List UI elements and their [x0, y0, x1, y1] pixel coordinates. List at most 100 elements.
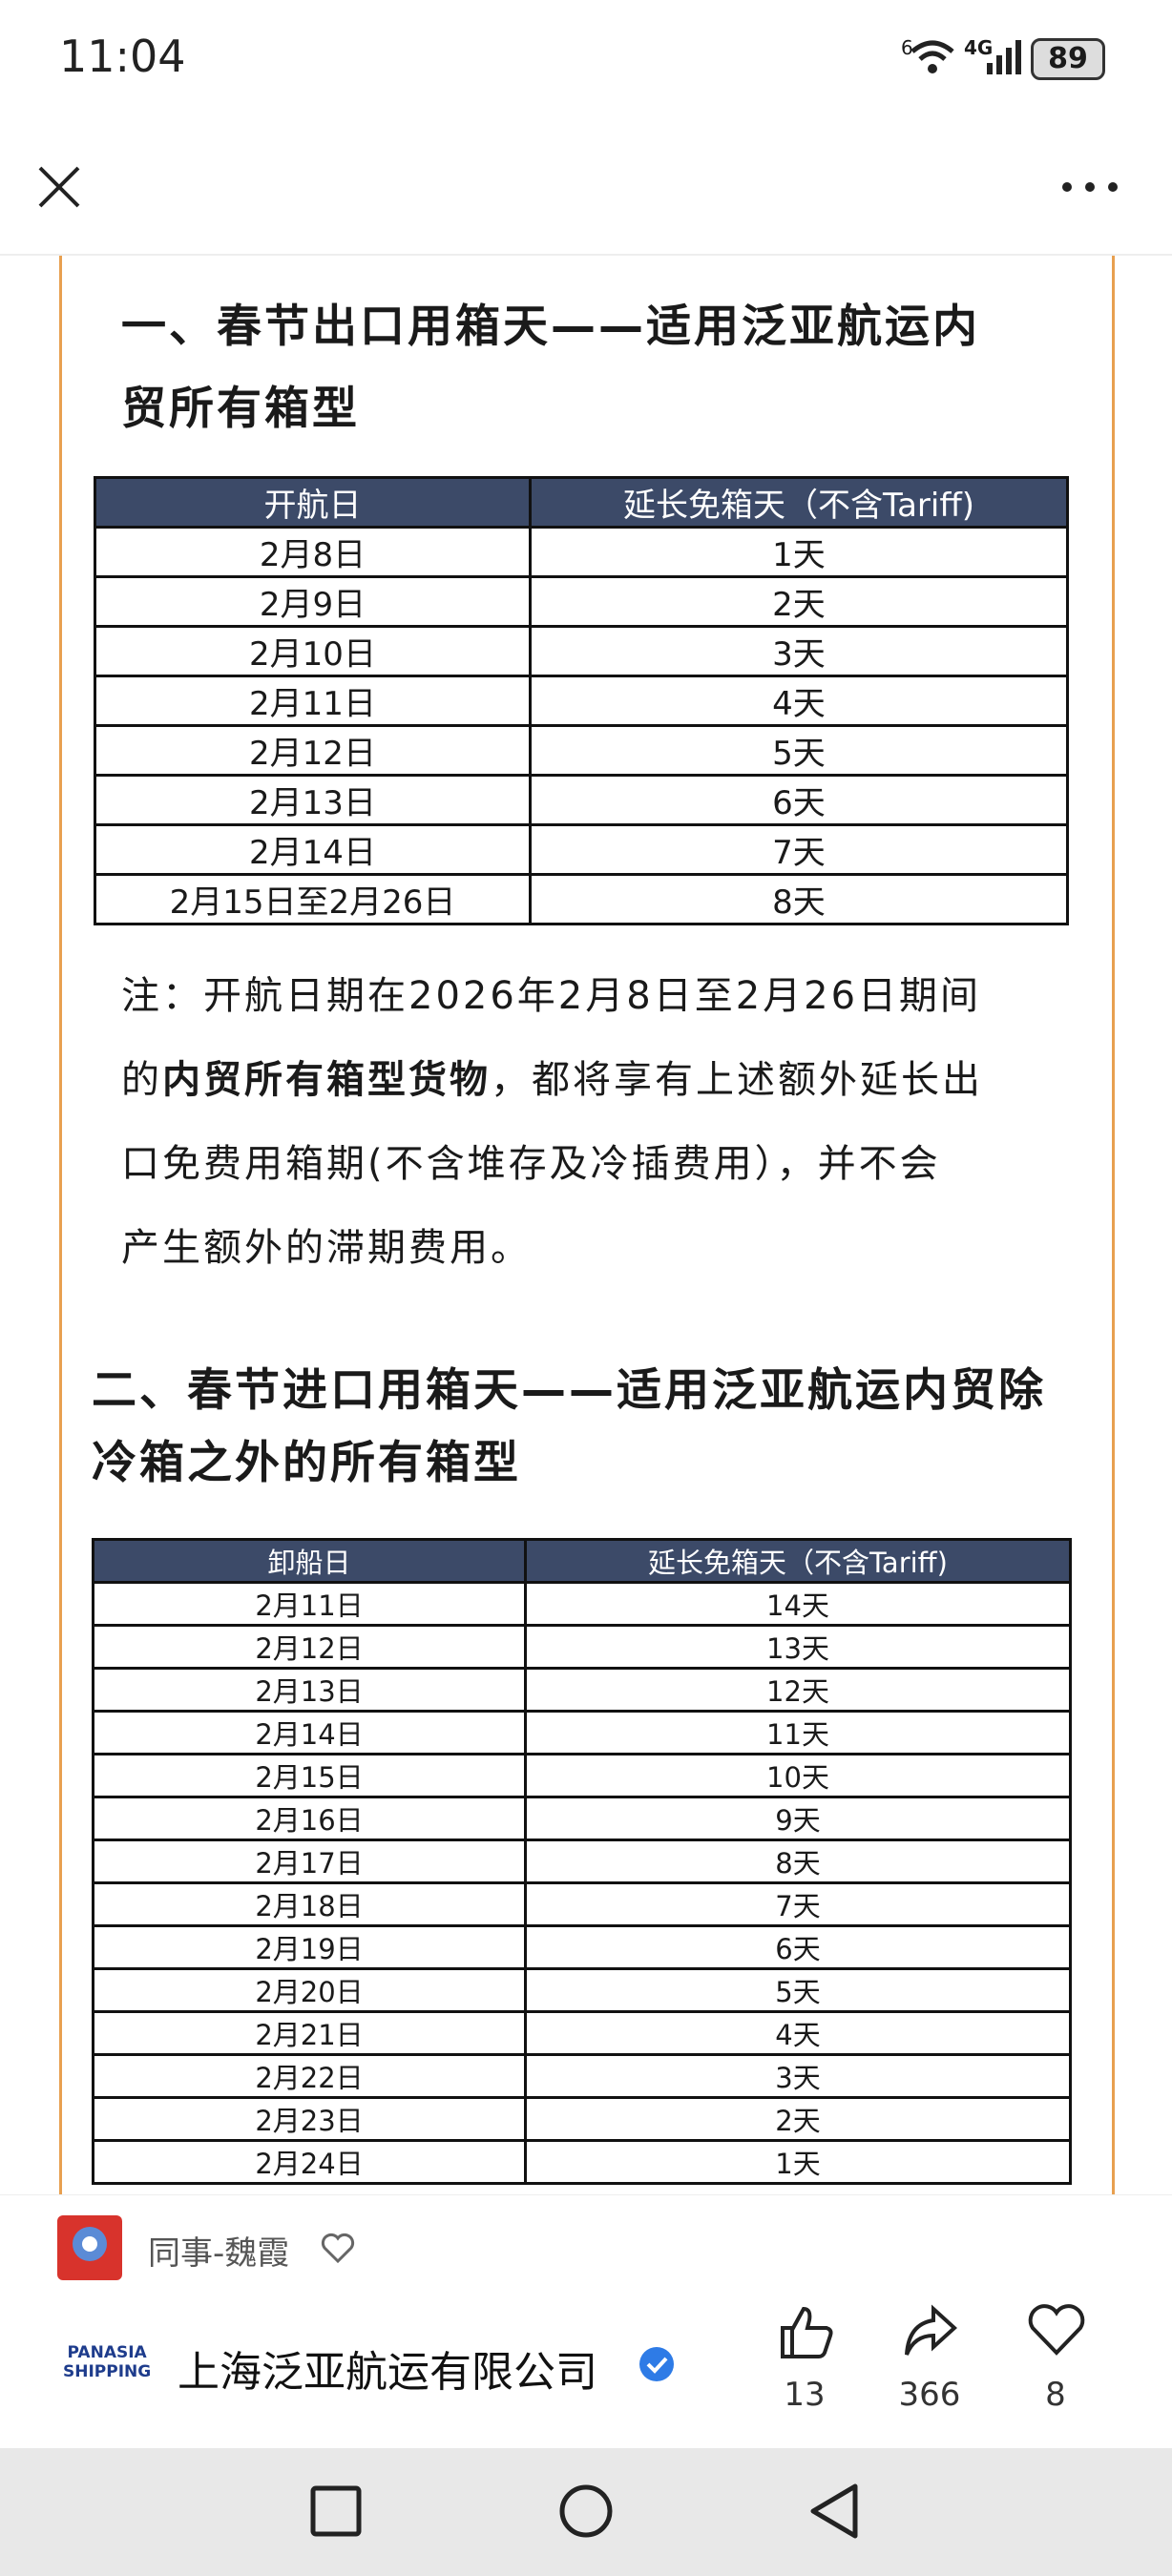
wifi-label: 6 [901, 36, 913, 59]
like-count: 13 [784, 2376, 826, 2414]
battery: 89 [1031, 38, 1105, 80]
header-cell: 卸船日 [92, 1538, 527, 1584]
table-cell: 2月12日 [94, 724, 532, 777]
home-button[interactable] [557, 2483, 615, 2540]
table-row: 2月12日 13天 [92, 1624, 1072, 1670]
company-name[interactable]: 上海泛亚航运有限公司 [178, 2348, 597, 2397]
table-cell: 4天 [529, 675, 1069, 727]
table-row: 2月13日 12天 [92, 1667, 1072, 1713]
like-icon[interactable] [777, 2303, 834, 2360]
table-cell: 11天 [524, 1710, 1072, 1755]
signal-icon [987, 40, 1021, 74]
back-button[interactable] [807, 2483, 861, 2540]
divider [0, 254, 1172, 256]
author-name[interactable]: 同事-魏霞 [148, 2234, 290, 2273]
table-cell: 2月21日 [92, 2010, 527, 2056]
favorite-icon[interactable] [1027, 2303, 1086, 2357]
logo-line: PANASIA [67, 2343, 147, 2362]
table-cell: 8天 [529, 873, 1069, 925]
table-row: 2月20日 5天 [92, 1967, 1072, 2013]
table-cell: 2天 [529, 575, 1069, 628]
table-cell: 2月11日 [92, 1581, 527, 1627]
heading-line: 贸所有箱型 [121, 383, 360, 435]
close-button[interactable] [36, 164, 82, 210]
table-cell: 7天 [524, 1881, 1072, 1927]
note-text: 内贸所有箱型货物 [162, 1058, 491, 1102]
table-cell: 2月15日至2月26日 [94, 873, 532, 925]
table-cell: 5天 [529, 724, 1069, 777]
table-row: 2月21日 4天 [92, 2010, 1072, 2056]
heading-2: 二、春节进口用箱天——适用泛亚航运内贸除 冷箱之外的所有箱型 [92, 1355, 1046, 1500]
table-cell: 7天 [529, 823, 1069, 876]
table-cell: 1天 [524, 2139, 1072, 2185]
table-row: 2月16日 9天 [92, 1796, 1072, 1841]
table-cell: 2月10日 [94, 625, 532, 677]
table-row: 2月18日 7天 [92, 1881, 1072, 1927]
share-icon[interactable] [901, 2303, 958, 2360]
table-cell: 2月24日 [92, 2139, 527, 2185]
table-cell: 2月20日 [92, 1967, 527, 2013]
heading-line: 冷箱之外的所有箱型 [92, 1437, 521, 1489]
status-time: 11:04 [59, 31, 186, 82]
header-cell: 延长免箱天（不含Tariff) [529, 476, 1069, 529]
header-row: 卸船日 延长免箱天（不含Tariff) [92, 1538, 1072, 1584]
network-label: 4G [964, 36, 994, 59]
more-button[interactable] [1059, 176, 1120, 198]
note-text: 产生额外的滞期费用。 [121, 1226, 532, 1270]
table-cell: 4天 [524, 2010, 1072, 2056]
table-row: 2月13日 6天 [94, 774, 1069, 826]
table-cell: 9天 [524, 1796, 1072, 1841]
note-line: 注：开航日期在2026年2月8日至2月26日期间 [121, 954, 983, 1038]
table-row: 2月22日 3天 [92, 2053, 1072, 2099]
table-row: 2月19日 6天 [92, 1924, 1072, 1970]
company-logo: PANASIA SHIPPING [63, 2343, 151, 2381]
header-cell: 开航日 [94, 476, 532, 529]
nav-bar [0, 2448, 1172, 2576]
note-line: 产生额外的滞期费用。 [121, 1206, 983, 1290]
table-row: 2月9日 2天 [94, 575, 1069, 628]
table-cell: 2月14日 [92, 1710, 527, 1755]
table-cell: 2月13日 [92, 1667, 527, 1713]
table-cell: 2月22日 [92, 2053, 527, 2099]
table-cell: 13天 [524, 1624, 1072, 1670]
table-cell: 2月12日 [92, 1624, 527, 1670]
table-cell: 2天 [524, 2096, 1072, 2142]
table-cell: 2月8日 [94, 526, 532, 578]
heading-line: 二、春节进口用箱天——适用泛亚航运内贸除 [92, 1364, 1046, 1417]
recent-apps-button[interactable] [309, 2484, 363, 2538]
table-cell: 2月9日 [94, 575, 532, 628]
heading-line: 一、春节出口用箱天——适用泛亚航运内 [121, 301, 980, 353]
table-cell: 6天 [524, 1924, 1072, 1970]
logo-line: SHIPPING [63, 2362, 152, 2381]
note-text: 注：开航日期在2026年2月8日至2月26日期间 [121, 974, 982, 1018]
table-row: 2月11日 14天 [92, 1581, 1072, 1627]
table-cell: 12天 [524, 1667, 1072, 1713]
table-cell: 2月17日 [92, 1839, 527, 1884]
footer [0, 2194, 1172, 2449]
table-row: 2月8日 1天 [94, 526, 1069, 578]
content-frame [59, 256, 1115, 2194]
table-cell: 2月23日 [92, 2096, 527, 2142]
table-row: 2月14日 7天 [94, 823, 1069, 876]
table-cell: 2月15日 [92, 1753, 527, 1798]
table-2: 卸船日 延长免箱天（不含Tariff) 2月11日 14天 2月12日 13天 2月13日 1… [92, 1538, 1072, 2185]
table-cell: 3天 [524, 2053, 1072, 2099]
table-cell: 2月18日 [92, 1881, 527, 1927]
note-line: 口免费用箱期(不含堆存及冷插费用），并不会 [121, 1122, 983, 1206]
table-row: 2月17日 8天 [92, 1839, 1072, 1884]
note-text: 的 [121, 1058, 162, 1102]
author-avatar[interactable] [57, 2215, 122, 2280]
table-cell: 8天 [524, 1839, 1072, 1884]
table-row: 2月24日 1天 [92, 2139, 1072, 2185]
table-cell: 3天 [529, 625, 1069, 677]
table-row: 2月12日 5天 [94, 724, 1069, 777]
favorite-count: 8 [1045, 2376, 1066, 2414]
table-cell: 1天 [529, 526, 1069, 578]
follow-heart[interactable] [321, 2233, 355, 2263]
table-row: 2月10日 3天 [94, 625, 1069, 677]
table-cell: 2月16日 [92, 1796, 527, 1841]
table-row: 2月23日 2天 [92, 2096, 1072, 2142]
table-cell: 2月11日 [94, 675, 532, 727]
verified-badge [639, 2347, 674, 2381]
table-1: 开航日 延长免箱天（不含Tariff) 2月8日 1天 2月9日 2天 2月10日 3天 2月1… [94, 476, 1069, 925]
